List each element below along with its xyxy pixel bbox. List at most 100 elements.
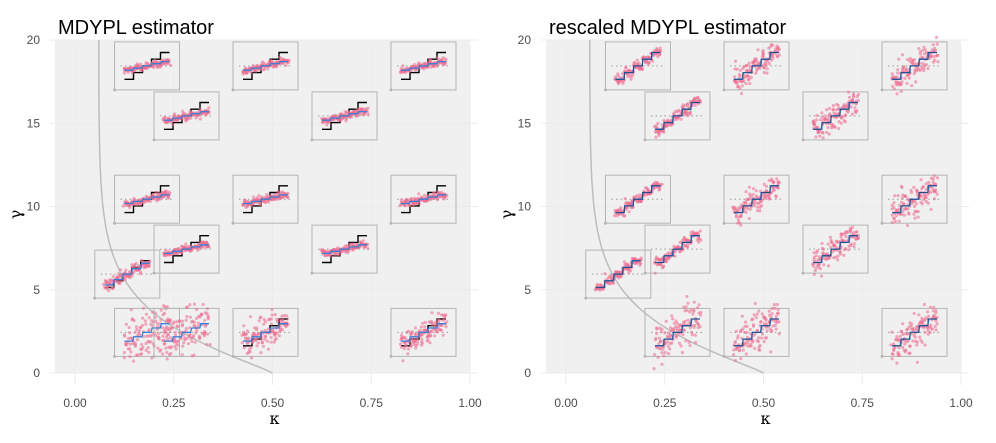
inset-point <box>733 339 737 344</box>
inset-point <box>921 197 925 202</box>
y-tick-label: 5 <box>524 283 531 297</box>
inset-point <box>653 271 657 275</box>
inset-point <box>161 313 165 317</box>
inset-point <box>675 321 679 326</box>
inset-point <box>270 313 274 317</box>
inset-frame <box>94 249 161 299</box>
inset-point <box>856 236 860 241</box>
inset-point <box>173 330 177 334</box>
inset-point <box>842 253 846 257</box>
inset-point <box>817 129 821 133</box>
inset-point <box>843 248 847 252</box>
inset-point <box>826 242 830 246</box>
inset-anchor <box>310 271 314 275</box>
inset-point <box>928 305 932 309</box>
inset-point <box>936 53 940 57</box>
inset-point <box>621 81 625 86</box>
inset-point <box>912 58 916 62</box>
inset-point <box>198 117 202 121</box>
inset-point <box>930 186 934 190</box>
inset-point <box>900 80 904 84</box>
inset-point <box>264 335 268 339</box>
inset-truth-line <box>734 318 779 347</box>
inset-point <box>248 315 253 319</box>
inset-point <box>855 230 859 234</box>
inset-point <box>184 327 188 331</box>
inset-point <box>403 203 407 207</box>
inset-point <box>444 194 448 198</box>
inset-point <box>434 320 438 324</box>
inset-point <box>144 322 148 326</box>
inset-point <box>826 125 830 130</box>
inset-point <box>286 195 290 199</box>
inset-point <box>205 342 209 347</box>
inset-point <box>437 318 441 322</box>
inset-point <box>169 345 173 349</box>
inset-point <box>758 343 762 348</box>
inset-point <box>827 112 832 116</box>
inset-point <box>903 76 907 80</box>
inset-point <box>419 325 423 329</box>
inset-plot <box>152 91 220 142</box>
inset-point <box>921 48 925 52</box>
inset-point <box>325 123 329 127</box>
inset-point <box>684 305 688 309</box>
inset-point <box>827 106 831 111</box>
inset-point <box>760 336 764 340</box>
inset-point <box>108 278 112 282</box>
inset-point <box>891 352 895 356</box>
inset-point <box>760 312 764 316</box>
inset-point <box>400 345 404 349</box>
inset-anchor <box>584 296 588 300</box>
inset-anchor <box>389 88 393 92</box>
inset-point <box>692 300 696 304</box>
inset-point <box>740 84 744 88</box>
inset-point <box>142 334 146 339</box>
inset-point <box>436 311 440 315</box>
inset-point <box>624 66 628 70</box>
inset-point <box>280 328 285 332</box>
inset-point <box>128 355 132 359</box>
inset-point <box>250 340 255 344</box>
inset-point <box>762 70 766 75</box>
inset-point <box>916 215 920 219</box>
inset-point <box>157 332 161 336</box>
inset-point <box>830 122 834 126</box>
inset-point <box>161 334 165 338</box>
inset-point <box>666 340 670 344</box>
inset-point <box>127 326 131 330</box>
inset-point <box>935 42 939 46</box>
inset-frame <box>605 174 671 224</box>
inset-point <box>736 206 740 210</box>
inset-point <box>434 329 438 333</box>
inset-point <box>630 74 634 78</box>
inset-point <box>852 242 856 246</box>
inset-point <box>614 75 618 79</box>
inset-point <box>747 185 751 189</box>
inset-point <box>844 235 848 239</box>
inset-point <box>756 328 760 333</box>
inset-point <box>168 191 172 195</box>
inset-point <box>251 195 256 199</box>
inset-point <box>421 321 425 325</box>
inset-point <box>753 332 757 336</box>
inset-point <box>922 68 926 73</box>
inset-point <box>616 74 620 78</box>
inset-point <box>623 214 627 218</box>
y-tick-label: 0 <box>33 366 40 380</box>
inset-point <box>910 84 914 88</box>
inset-point <box>132 319 136 323</box>
inset-point <box>777 332 781 336</box>
y-axis-label: γ <box>497 210 516 220</box>
inset-point <box>401 359 405 363</box>
inset-point <box>774 327 778 331</box>
inset-point <box>890 357 894 361</box>
inset-point <box>411 203 415 207</box>
inset-point <box>923 48 927 52</box>
inset-point <box>188 303 192 307</box>
inset-point <box>660 327 664 331</box>
inset-point <box>654 135 658 139</box>
inset-point <box>399 198 403 202</box>
inset-point <box>931 60 935 64</box>
inset-point <box>627 210 631 214</box>
